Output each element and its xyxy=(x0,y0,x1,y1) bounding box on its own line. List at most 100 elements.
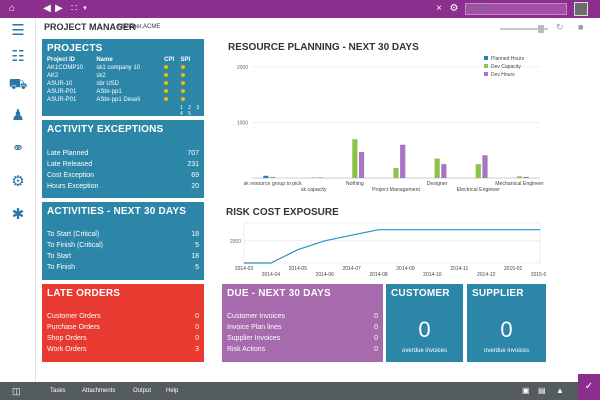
projects-tile[interactable]: PROJECTS Project ID Name CPI SPI AK1COMP… xyxy=(42,39,204,117)
x-tick-label: Mechanical Engineer xyxy=(495,181,544,187)
resource-planning-title: RESOURCE PLANNING - NEXT 30 DAYS xyxy=(228,42,419,53)
table-row[interactable]: ASUR-P01 ASbr-pp1 xyxy=(47,88,197,96)
kpi-row[interactable]: To Start 18 xyxy=(47,252,199,262)
legend-label: Dev Hours xyxy=(491,72,515,78)
gears-icon[interactable]: ⚙ xyxy=(11,173,25,190)
activity-exceptions-tile[interactable]: ACTIVITY EXCEPTIONS Late Planned 707 Late… xyxy=(42,120,204,198)
kpi-label: Shop Orders xyxy=(47,335,87,342)
zoom-slider-handle[interactable] xyxy=(538,25,544,33)
y-tick-label: 2000 xyxy=(237,65,248,71)
help-tab[interactable]: Help xyxy=(166,388,179,394)
kpi-row[interactable]: Hours Exception 20 xyxy=(47,182,199,192)
kpi-row[interactable]: Work Orders 3 xyxy=(47,345,199,355)
home-icon[interactable]: ⌂ xyxy=(8,3,16,14)
delivery-icon[interactable]: ⛟ xyxy=(8,76,28,93)
page-title: PROJECT MANAGER xyxy=(44,22,136,32)
brand-corner-icon[interactable]: ✓ xyxy=(578,374,600,400)
zoom-slider-track[interactable] xyxy=(500,28,548,30)
chevron-down-icon[interactable]: ▾ xyxy=(83,5,87,12)
kpi-value: 20 xyxy=(191,183,199,190)
globe-icon[interactable]: ⚭ xyxy=(11,140,25,157)
column-header: Name xyxy=(96,56,113,63)
lock-icon[interactable]: ■ xyxy=(578,22,584,32)
print-icon[interactable]: ▤ xyxy=(538,386,546,395)
activities-tile[interactable]: ACTIVITIES - NEXT 30 DAYS To Start (Crit… xyxy=(42,202,204,280)
grid-menu-icon[interactable]: ∷ xyxy=(70,3,78,14)
column-header: CPI xyxy=(164,56,175,63)
kpi-label: Cost Exception xyxy=(47,172,95,179)
activity-exceptions-title: ACTIVITY EXCEPTIONS xyxy=(47,124,164,135)
puzzle-icon[interactable]: ✱ xyxy=(11,206,25,223)
kpi-row[interactable]: To Start (Critical) 18 xyxy=(47,230,199,240)
project-id: ASUR-P01 xyxy=(47,97,77,103)
contacts-icon[interactable]: ☷ xyxy=(11,48,25,65)
kpi-row[interactable]: Purchase Orders 0 xyxy=(47,323,199,333)
spi-indicator xyxy=(180,89,185,93)
settings-icon[interactable]: ⚙ xyxy=(449,3,459,14)
cpi-indicator xyxy=(164,73,169,77)
table-row[interactable]: ASUR-P01 ASbr-pp1 Deseli xyxy=(47,96,197,104)
screen-icon[interactable]: ▣ xyxy=(522,386,530,395)
bar xyxy=(516,176,523,178)
tasks-tab[interactable]: Tasks xyxy=(50,388,66,394)
kpi-value: 18 xyxy=(191,231,199,238)
table-row[interactable]: ASUR-10 sbr USD xyxy=(47,80,197,88)
people-icon[interactable]: ♟ xyxy=(11,107,25,124)
bar xyxy=(475,164,481,178)
bar xyxy=(400,144,406,178)
spi-indicator xyxy=(180,73,185,77)
x-tick-label: 2014-11 xyxy=(450,266,468,272)
forward-icon[interactable]: ▶ xyxy=(55,3,63,14)
menu-icon[interactable]: ☰ xyxy=(11,22,25,39)
kpi-row[interactable]: Customer Orders 0 xyxy=(47,312,199,322)
projects-table: Project ID Name CPI SPI AK1COMP10 sk1 com… xyxy=(47,55,197,104)
kpi-row[interactable]: Cost Exception 69 xyxy=(47,171,199,181)
chat-icon[interactable]: ◫ xyxy=(12,386,21,396)
project-name: sk2 xyxy=(96,73,106,79)
kpi-row[interactable]: Customer Invoices 0 xyxy=(227,312,378,322)
x-tick-label: Nothing xyxy=(346,181,364,187)
kpi-row[interactable]: To Finish (Critical) 5 xyxy=(47,241,199,251)
table-row[interactable]: AK1COMP10 sk1 company 10 xyxy=(47,64,197,72)
user-avatar[interactable] xyxy=(574,2,588,16)
expand-icon[interactable]: ▲ xyxy=(556,386,564,395)
table-pager[interactable]: 1 2 3 4 5 xyxy=(180,105,202,117)
supplier-title: SUPPLIER xyxy=(472,288,524,299)
activities-title: ACTIVITIES - NEXT 30 DAYS xyxy=(47,206,187,217)
late-orders-tile[interactable]: LATE ORDERS Customer Orders 0 Purchase Or… xyxy=(42,284,204,362)
legend-swatch xyxy=(484,72,488,76)
legend-label: Dev Capacity xyxy=(491,64,521,70)
bar xyxy=(434,158,440,178)
project-id: ASUR-10 xyxy=(47,81,73,87)
kpi-row[interactable]: To Finish 5 xyxy=(47,263,199,273)
table-row[interactable]: AK2 sk2 xyxy=(47,72,197,80)
kpi-label: Supplier Invoices xyxy=(227,335,281,342)
sidebar: ☰ ☷ ⛟ ♟ ⚭ ⚙ ✱ xyxy=(0,18,36,382)
kpi-label: Customer Invoices xyxy=(227,313,285,320)
back-icon[interactable]: ◀ xyxy=(43,3,51,14)
supplier-tile[interactable]: SUPPLIER 0 overdue invoices xyxy=(467,284,546,362)
kpi-value: 0 xyxy=(374,346,378,353)
kpi-value: 231 xyxy=(187,161,199,168)
kpi-label: Invoice Plan lines xyxy=(227,324,282,331)
search-input[interactable] xyxy=(465,3,567,15)
kpi-label: Hours Exception xyxy=(47,183,99,190)
project-name: sbr USD xyxy=(96,81,119,87)
close-icon[interactable]: × xyxy=(436,3,442,14)
output-tab[interactable]: Output xyxy=(133,388,152,394)
kpi-value: 0 xyxy=(195,324,199,331)
plot-area xyxy=(243,222,541,264)
kpi-row[interactable]: Late Released 231 xyxy=(47,160,199,170)
kpi-row[interactable]: Invoice Plan lines 0 xyxy=(227,323,378,333)
bar xyxy=(311,177,317,178)
kpi-row[interactable]: Shop Orders 0 xyxy=(47,334,199,344)
kpi-row[interactable]: Risk Actions 0 xyxy=(227,345,378,355)
due-tile[interactable]: DUE - NEXT 30 DAYS Customer Invoices 0 In… xyxy=(222,284,383,362)
kpi-row[interactable]: Late Planned 707 xyxy=(47,149,199,159)
x-tick-label: Project Management xyxy=(372,187,420,193)
spi-indicator xyxy=(180,81,185,85)
attachments-tab[interactable]: Attachments xyxy=(82,388,116,394)
customer-tile[interactable]: CUSTOMER 0 overdue invoices xyxy=(386,284,463,362)
refresh-icon[interactable]: ↻ xyxy=(556,22,564,32)
kpi-row[interactable]: Supplier Invoices 0 xyxy=(227,334,378,344)
